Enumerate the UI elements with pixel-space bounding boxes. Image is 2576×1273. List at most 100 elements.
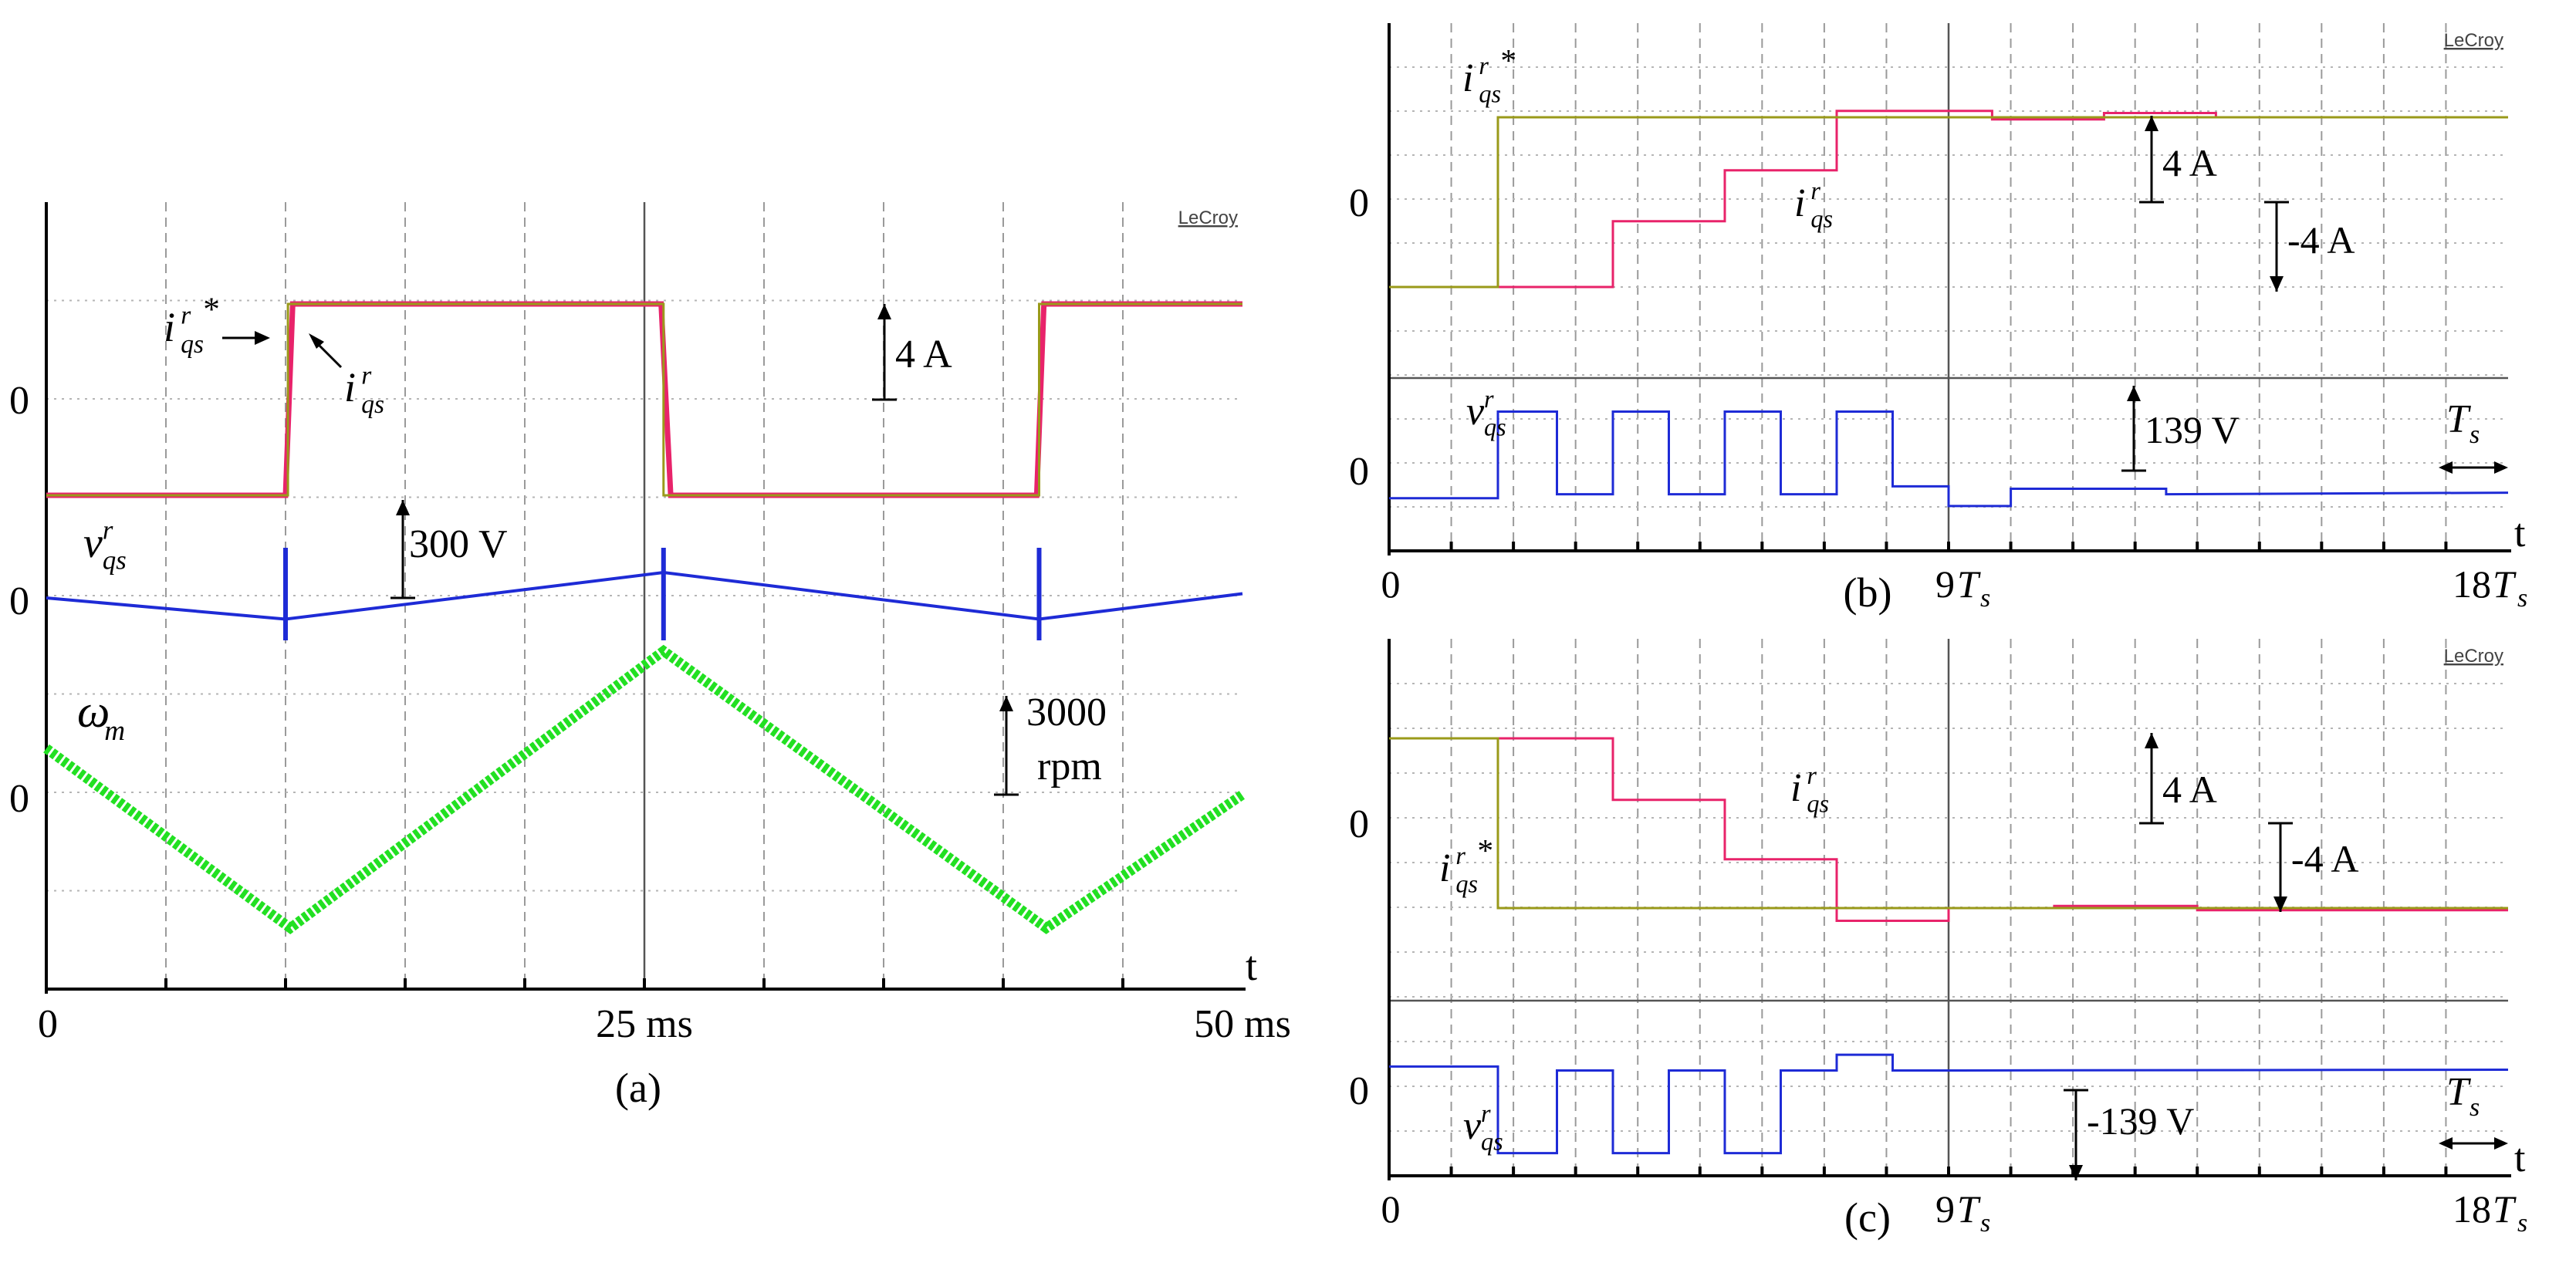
c-scale-neg4a-text: -4 A [2291, 837, 2359, 880]
a-iqs-label-main: i [344, 364, 356, 410]
a-iqs-ref-label-star: * [203, 292, 220, 328]
c-xtick-2-num: 18 [2453, 1187, 2491, 1231]
c-xtick-1-sub: s [1980, 1209, 1990, 1238]
c-period-head-left [2439, 1137, 2453, 1150]
c-iqs-label-sub: qs [1807, 790, 1829, 818]
a-vqs-label-sup: r [103, 515, 113, 545]
c-scale-4a-head [2145, 733, 2158, 748]
a-scale-3000rpm-text2: rpm [1037, 745, 1102, 788]
b-title: (b) [1844, 569, 1892, 616]
c-title: (c) [1844, 1194, 1891, 1241]
b-iqs-label: i rqs [1794, 177, 1833, 232]
b-brand: LeCroy [2444, 30, 2503, 51]
c-period-head-right [2494, 1137, 2508, 1150]
a-scale-300v [390, 500, 415, 599]
b-vqs-label-main: v [1466, 390, 1485, 434]
c-vqs-label-sup: r [1481, 1099, 1491, 1127]
c-xtick-2-sym: T [2493, 1187, 2517, 1231]
a-scale-300v-head [396, 500, 410, 515]
b-scale-4a-text: 4 A [2162, 141, 2217, 184]
b-zero-i: 0 [1349, 181, 1369, 225]
a-scale-300v-text: 300 V [409, 522, 508, 566]
a-omega-label-main: ω [77, 686, 110, 737]
b-period-sym: T [2446, 397, 2471, 441]
a-scale-4a [872, 304, 897, 401]
a-scale-4a-head [877, 304, 891, 319]
b-vqs-label: v rqs [1466, 385, 1506, 441]
b-xtick-2-sym: T [2493, 562, 2517, 606]
c-scale-4a-text: 4 A [2162, 768, 2217, 811]
a-omega-label-sub: m [104, 715, 125, 747]
b-scale-v [2121, 386, 2146, 472]
b-period-sub: s [2470, 420, 2480, 449]
a-scale-3000rpm-text1: 3000 [1026, 691, 1107, 734]
a-vqs-label-sub: qs [103, 545, 127, 576]
b-period-head-left [2439, 461, 2453, 474]
b-xtick-1-num: 9 [1935, 562, 1955, 606]
a-scale-3000rpm [994, 696, 1019, 796]
a-scale-3000rpm-head [999, 696, 1013, 711]
b-period-head-right [2494, 461, 2508, 474]
a-xtick-0: 0 [38, 1002, 58, 1046]
b-iqs-ref-label-star: * [1500, 42, 1516, 78]
b-iqs-label-main: i [1794, 181, 1805, 225]
b-xtick-2-sub: s [2517, 584, 2527, 613]
c-xtick-2-sub: s [2517, 1209, 2527, 1238]
a-xtick-1: 25 ms [596, 1002, 693, 1046]
a-iqs-ref-label-sup: r [181, 301, 191, 329]
c-iqs-label-sup: r [1807, 761, 1817, 789]
b-vqs-label-sup: r [1484, 385, 1494, 413]
b-scale-4a-head [2145, 116, 2158, 131]
c-xtick-1-num: 9 [1935, 1187, 1955, 1231]
b-iqs-trace [1389, 110, 2508, 289]
a-vqs-label: v rqs [83, 515, 127, 575]
c-iqs-ref-label-sub: qs [1455, 870, 1478, 898]
c-iqs-ref-label: i rqs* [1439, 832, 1493, 898]
b-scale-neg4a-head [2270, 276, 2284, 292]
c-zero-v: 0 [1349, 1069, 1369, 1113]
c-period-sub: s [2470, 1093, 2480, 1122]
b-vqs-trace [1389, 410, 2509, 508]
b-iqs-ref-label-sup: r [1479, 52, 1489, 79]
c-zero-i: 0 [1349, 802, 1369, 846]
a-iqs-ref-label-sub: qs [181, 330, 204, 359]
a-iqs-label: i rqs [344, 361, 384, 419]
a-xtick-2: 50 ms [1194, 1002, 1291, 1046]
c-xlabel: t [2514, 1136, 2526, 1180]
a-omega-label: ωm [77, 686, 125, 747]
a-zero-label: 0 [9, 579, 29, 623]
c-iqs-ref-trace [1389, 737, 2508, 910]
c-vqs-label-sub: qs [1481, 1128, 1503, 1156]
a-zero-label: 0 [9, 777, 29, 821]
b-scale-v-head [2127, 386, 2141, 401]
c-xtick-0: 0 [1381, 1187, 1401, 1231]
b-iqs-ref-label-main: i [1462, 56, 1473, 100]
c-iqs-ref-label-main: i [1439, 846, 1450, 890]
c-iqs-label: i rqs [1790, 761, 1829, 817]
c-iqs-ref-label-sup: r [1455, 842, 1465, 869]
b-scale-4a [2139, 116, 2164, 204]
c-iqs-trace [1389, 737, 2508, 922]
a-iqs-label-sup: r [361, 361, 372, 390]
b-iqs-ref-label: i rqs* [1462, 42, 1516, 108]
c-scale-neg4a [2268, 822, 2293, 912]
c-scale-v-head [2069, 1165, 2083, 1180]
b-iqs-ref-label-sub: qs [1479, 80, 1501, 108]
a-vqs-label-main: v [83, 519, 103, 567]
a-iqs-ref-trace [46, 302, 1242, 497]
b-xtick-0: 0 [1381, 562, 1401, 606]
a-iqs-ref-pointer-head [255, 331, 270, 345]
b-vqs-label-sub: qs [1484, 414, 1506, 441]
a-xlabel: t [1246, 943, 1257, 989]
c-vqs-label-main: v [1463, 1104, 1482, 1148]
b-scale-neg4a [2264, 201, 2289, 292]
c-period-sym: T [2446, 1070, 2471, 1114]
b-xtick-1-sub: s [1980, 584, 1990, 613]
